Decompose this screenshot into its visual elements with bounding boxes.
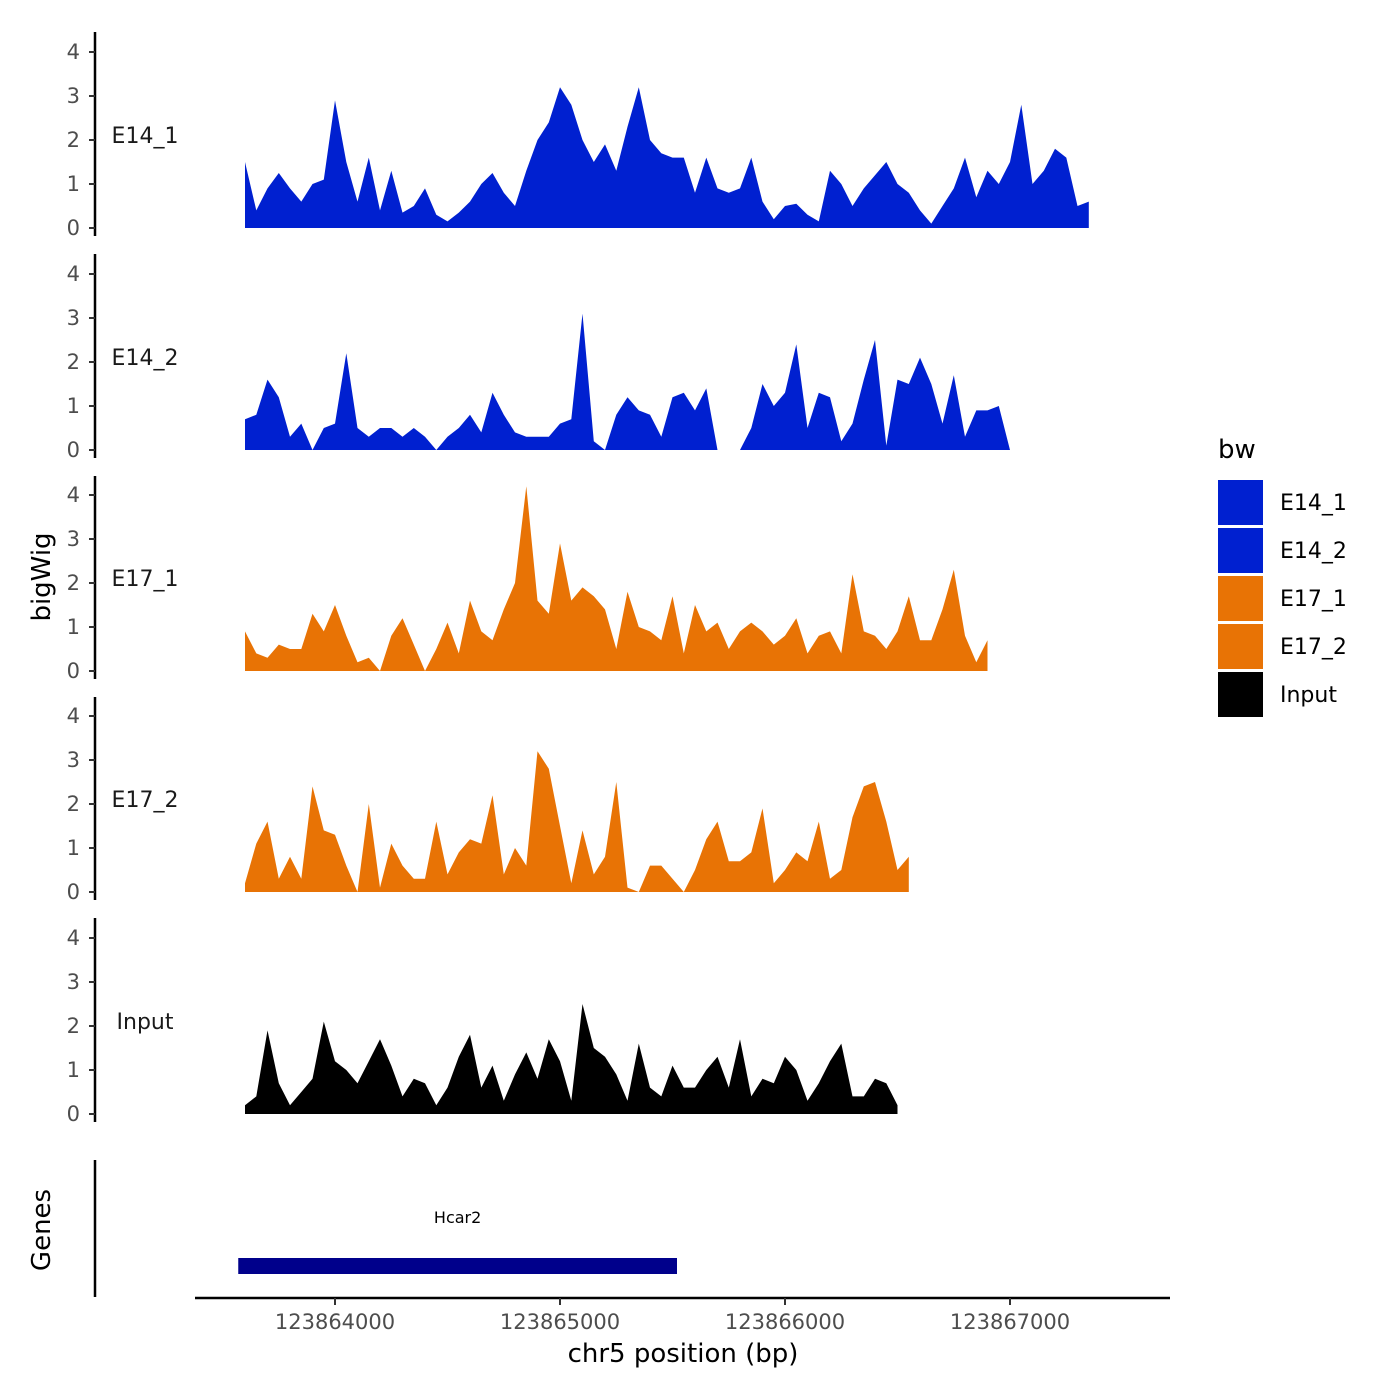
- area-E17_2: [245, 751, 909, 892]
- y-tick-label: 2: [67, 792, 80, 816]
- y-tick-label: 3: [67, 84, 80, 108]
- legend-label-E17_1: E17_1: [1280, 587, 1347, 612]
- track-E17_2: 0 1 2 3 4 E17_2: [67, 697, 909, 904]
- track-Input: 0 1 2 3 4 Input: [67, 918, 898, 1126]
- legend-swatch-Input: [1218, 672, 1263, 717]
- y-tick-label: 0: [67, 1102, 80, 1126]
- y-tick-label: 0: [67, 659, 80, 683]
- track-label: E14_1: [112, 124, 179, 149]
- y-tick-label: 1: [67, 394, 80, 418]
- track-label: E17_1: [112, 567, 179, 592]
- y-tick-label: 2: [67, 571, 80, 595]
- genes-axis-title: Genes: [27, 1189, 57, 1271]
- y-tick-label: 4: [67, 483, 80, 507]
- track-E14_1: 0 1 2 3 4 E14_1: [67, 32, 1089, 240]
- y-tick-label: 0: [67, 216, 80, 240]
- area-E17_1: [245, 486, 988, 671]
- y-tick-label: 4: [67, 262, 80, 286]
- y-tick-label: 4: [67, 926, 80, 950]
- gene-bar-Hcar2: [238, 1258, 677, 1274]
- legend-label-Input: Input: [1280, 683, 1337, 708]
- y-tick-label: 3: [67, 527, 80, 551]
- x-axis: 123864000 123865000 123866000 123867000: [195, 1296, 1170, 1334]
- y-tick-label: 3: [67, 306, 80, 330]
- legend-swatch-E14_1: [1218, 480, 1263, 525]
- y-tick-label: 2: [67, 1014, 80, 1038]
- y-tick-label: 3: [67, 970, 80, 994]
- area-E14_1: [245, 87, 1089, 228]
- track-label: Input: [117, 1010, 174, 1035]
- legend-swatch-E17_2: [1218, 624, 1263, 669]
- y-tick-label: 4: [67, 704, 80, 728]
- legend: bw E14_1 E14_2 E17_1 E17_2 Input: [1218, 435, 1347, 717]
- bigwig-tracks: 0 1 2 3 4 E14_1 0 1 2 3 4 E14_2 0 1 2 3 4 E17_1 0 1 2 3 4 E17_2…: [67, 32, 1089, 1126]
- track-E14_2: 0 1 2 3 4 E14_2: [67, 254, 1010, 462]
- legend-label-E14_2: E14_2: [1280, 539, 1347, 564]
- y-tick-label: 0: [67, 438, 80, 462]
- y-tick-label: 1: [67, 1058, 80, 1082]
- y-tick-label: 1: [67, 836, 80, 860]
- gene-track: Hcar2: [93, 1160, 677, 1297]
- y-tick-label: 2: [67, 350, 80, 374]
- y-tick-label: 1: [67, 615, 80, 639]
- track-label: E14_2: [112, 346, 179, 371]
- y-tick-label: 0: [67, 880, 80, 904]
- legend-label-E14_1: E14_1: [1280, 491, 1347, 516]
- y-tick-label: 1: [67, 172, 80, 196]
- legend-swatch-E14_2: [1218, 528, 1263, 573]
- track-label: E17_2: [112, 788, 179, 813]
- legend-label-E17_2: E17_2: [1280, 635, 1347, 660]
- x-axis-title: chr5 position (bp): [568, 1339, 799, 1369]
- area-E14_2: [245, 313, 1010, 450]
- y-tick-label: 3: [67, 748, 80, 772]
- x-tick-label: 123867000: [950, 1310, 1070, 1334]
- y-tick-label: 2: [67, 128, 80, 152]
- y-axis-title: bigWig: [27, 532, 57, 621]
- x-tick-label: 123864000: [275, 1310, 395, 1334]
- track-E17_1: 0 1 2 3 4 E17_1: [67, 476, 988, 683]
- y-tick-label: 4: [67, 40, 80, 64]
- x-tick-label: 123865000: [500, 1310, 620, 1334]
- legend-title: bw: [1218, 435, 1256, 465]
- legend-swatch-E17_1: [1218, 576, 1263, 621]
- gene-label-Hcar2: Hcar2: [434, 1208, 481, 1227]
- x-tick-label: 123866000: [725, 1310, 845, 1334]
- area-Input: [245, 1004, 898, 1114]
